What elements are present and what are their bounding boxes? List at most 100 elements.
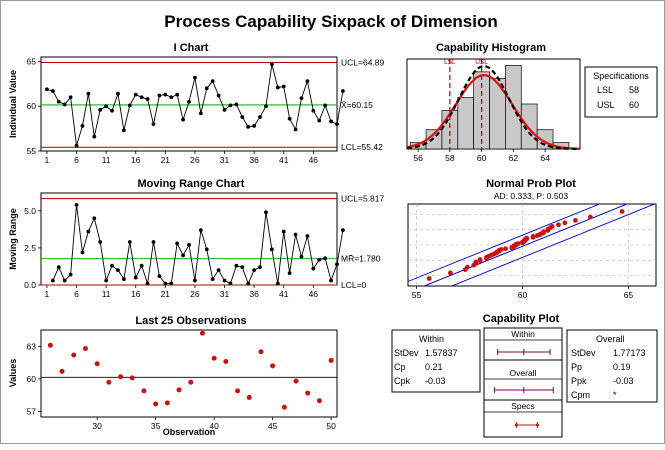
mr-point	[210, 277, 215, 281]
normal-prob-plot: Normal Prob Plot AD: 0.333, P: 0.503 55 6…	[407, 178, 657, 300]
mr-point	[98, 240, 103, 244]
ic-point	[341, 89, 345, 93]
overall-ppk-value: -0.03	[613, 376, 634, 386]
overall-stats-box: Overall StDev 1.77173 Pp 0.19 Ppk -0.03 …	[566, 329, 658, 403]
last25-point	[141, 388, 147, 394]
normal-prob-series	[426, 209, 625, 281]
within-cpk-name: Cpk	[394, 376, 411, 386]
ic-point	[246, 124, 251, 129]
mr-point	[335, 262, 339, 267]
np-xtick-label: 55	[412, 290, 422, 300]
interval-overall-label: Overall	[510, 368, 537, 378]
normal-prob-point	[541, 229, 547, 234]
overall-pp-value: 0.19	[613, 362, 631, 372]
normal-prob-point	[524, 235, 530, 241]
specs-interval-dot	[535, 423, 539, 427]
ic-point	[311, 108, 316, 113]
ic-point	[264, 104, 268, 109]
overall-pp-name: Pp	[571, 362, 582, 372]
mr-point	[181, 253, 185, 258]
histogram-usl-label: USL	[475, 59, 488, 66]
ic-point	[204, 86, 209, 91]
last25-axes: 30 35 40 45 50 57 60 63	[27, 341, 337, 431]
last25-point	[188, 379, 194, 385]
histogram-within-curve	[406, 65, 580, 150]
spec-lsl-value: 58	[629, 85, 639, 95]
ic-point	[50, 89, 55, 93]
mr-point	[80, 250, 85, 255]
capability-histogram: Capability Histogram 56 58 60 62 64 LSL USL …	[406, 42, 658, 163]
ic-point	[275, 85, 280, 90]
np-xtick-label: 65	[624, 290, 634, 300]
mr-point	[116, 268, 120, 273]
last25-title: Last 25 Observations	[135, 315, 246, 327]
mr-xtick-label: 31	[220, 289, 230, 299]
mr-xtick-label: 16	[131, 289, 141, 299]
i-chart-ylabel: Individual Value	[8, 70, 18, 138]
normal-prob-point	[503, 246, 508, 252]
i-chart-ucl-label: UCL=64.89	[341, 57, 385, 67]
mr-point	[305, 234, 310, 238]
last25-point	[153, 401, 159, 407]
normal-prob-point	[573, 217, 578, 223]
mr-point	[293, 232, 298, 237]
ic-point	[133, 92, 138, 97]
i-chart-title: I Chart	[174, 42, 209, 54]
last25-series	[47, 330, 334, 410]
histogram-overall-curve	[406, 74, 581, 150]
ic-xtick-label: 46	[309, 155, 319, 165]
mr-point	[151, 240, 156, 244]
normal-prob-point	[464, 264, 470, 270]
l25-xtick-label: 30	[92, 421, 102, 431]
ic-point	[45, 87, 49, 92]
spec-lsl-name: LSL	[597, 85, 613, 95]
mr-xtick-label: 46	[309, 289, 319, 299]
normal-prob-ci-upper	[408, 204, 601, 282]
mr-chart-plot-area	[40, 192, 338, 286]
normal-prob-point	[477, 257, 483, 262]
ic-point	[74, 143, 79, 148]
mr-chart-lcl-label: LCL=0	[341, 280, 367, 290]
histogram-axes: 56 58 60 62 64	[413, 149, 550, 163]
normal-prob-point	[549, 224, 555, 229]
mr-chart: Moving Range Chart Moving Range 1 6 11 16 21…	[8, 178, 385, 299]
ic-point	[193, 75, 197, 80]
mr-point	[252, 268, 257, 273]
last25-point	[316, 398, 322, 404]
mr-chart-series	[50, 202, 345, 286]
ic-point	[56, 99, 61, 104]
l25-ytick-label: 60	[27, 374, 37, 384]
last25-point	[199, 330, 205, 336]
histogram-bar	[520, 103, 538, 150]
last25-ylabel: Values	[8, 359, 18, 388]
ic-point	[175, 92, 180, 97]
normal-prob-title: Normal Prob Plot	[486, 178, 576, 190]
mr-point	[317, 257, 322, 262]
np-xtick-label: 60	[518, 290, 528, 300]
mr-point	[240, 265, 245, 270]
ic-xtick-label: 21	[161, 155, 171, 165]
histogram-lsl-label: LSL	[444, 59, 456, 66]
ic-point	[258, 115, 262, 119]
ic-xtick-label: 41	[279, 155, 289, 165]
mr-chart-ucl-label: UCL=5.817	[341, 194, 385, 204]
i-chart-lcl-label: LCL=55.42	[341, 142, 383, 152]
mr-point	[127, 240, 132, 244]
ic-point	[80, 124, 85, 128]
last25-point	[82, 345, 88, 351]
mr-point	[56, 265, 61, 270]
mr-xtick-label: 36	[249, 289, 259, 299]
ic-point	[62, 102, 67, 107]
last25-point	[270, 363, 276, 369]
ic-point	[169, 95, 174, 100]
last25-point	[258, 349, 264, 355]
normal-prob-fit-line	[422, 204, 629, 286]
within-box-title: Within	[419, 334, 444, 344]
mr-point	[74, 202, 79, 207]
i-chart-series	[45, 62, 345, 148]
within-cp-name: Cp	[394, 362, 406, 372]
mr-point	[222, 278, 227, 283]
normal-prob-point	[473, 259, 479, 265]
last25-point	[328, 357, 334, 363]
ic-point	[157, 93, 162, 98]
